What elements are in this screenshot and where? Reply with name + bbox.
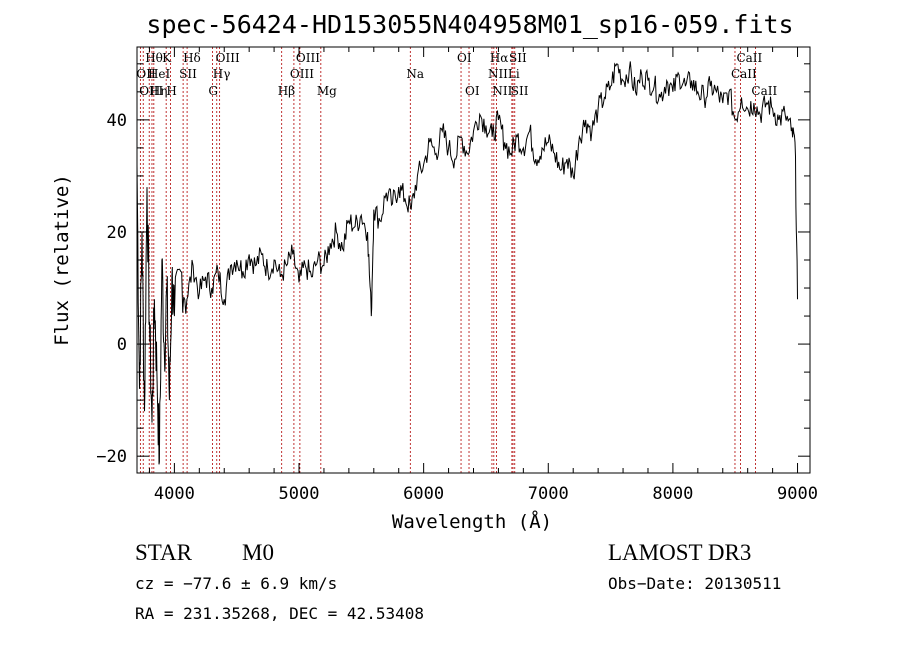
spectral-line-label: Hθ bbox=[145, 51, 163, 65]
spectral-line-label: CaII bbox=[751, 84, 777, 98]
spectral-line-label: SII bbox=[509, 51, 527, 65]
spectral-line-label: Li bbox=[508, 67, 520, 81]
spectral-line-label: CaII bbox=[731, 67, 757, 81]
spectral-line-label: Na bbox=[406, 67, 424, 81]
spectral-line-label: OI bbox=[457, 51, 472, 65]
spectral-line-label: Hη bbox=[150, 84, 168, 98]
x-tick-label: 7000 bbox=[528, 484, 569, 504]
spectral-line-label: Hα bbox=[490, 51, 509, 65]
x-tick-label: 9000 bbox=[777, 484, 818, 504]
spectral-line-label: NII bbox=[488, 67, 508, 81]
spectral-line-label: NII bbox=[492, 84, 512, 98]
spectral-line-label: Hβ bbox=[278, 84, 295, 98]
x-tick-label: 4000 bbox=[154, 484, 195, 504]
spectrum-series-line bbox=[136, 61, 798, 465]
spectral-line-label: CaII bbox=[736, 51, 762, 65]
object-type: STAR bbox=[135, 540, 193, 565]
axis-ticks: 4000 5000 6000 7000 8000 9000 −20 0 20 40 bbox=[96, 47, 818, 504]
x-tick-label: 6000 bbox=[403, 484, 444, 504]
redshift-readout: cz = −77.6 ± 6.9 km/s bbox=[135, 574, 337, 593]
spectral-line-label: HeI bbox=[148, 67, 171, 81]
spectral-line-label: OIII bbox=[216, 51, 240, 65]
spectral-line-label: Mg bbox=[317, 84, 337, 98]
x-tick-label: 8000 bbox=[652, 484, 693, 504]
spectral-line-label: K bbox=[162, 51, 172, 65]
y-tick-label: 20 bbox=[107, 223, 127, 243]
spectral-line-label: OIII bbox=[296, 51, 320, 65]
observation-date: Obs−Date: 20130511 bbox=[608, 574, 781, 593]
spectral-line-label: OII bbox=[136, 67, 156, 81]
survey-name: LAMOST DR3 bbox=[608, 540, 751, 565]
spectral-line-label: OIII bbox=[139, 84, 163, 98]
spectral-line-label: Hγ bbox=[213, 67, 231, 81]
spectral-line-label: OI bbox=[465, 84, 480, 98]
coordinates-readout: RA = 231.35268, DEC = 42.53408 bbox=[135, 604, 424, 623]
spectral-line-markers bbox=[139, 47, 756, 473]
spectral-line-label: Hδ bbox=[183, 51, 201, 65]
spectral-line-label: H bbox=[166, 84, 176, 98]
y-tick-label: 40 bbox=[107, 111, 127, 131]
y-tick-label: −20 bbox=[96, 447, 127, 467]
plot-frame bbox=[136, 46, 811, 474]
x-tick-label: 5000 bbox=[279, 484, 320, 504]
spectral-line-label: SII bbox=[179, 67, 197, 81]
spectral-line-label: OIII bbox=[290, 67, 314, 81]
object-subclass: M0 bbox=[242, 540, 274, 565]
y-tick-label: 0 bbox=[117, 335, 127, 355]
spectral-line-label: G bbox=[208, 84, 218, 98]
x-axis-title: Wavelength (Å) bbox=[392, 510, 552, 533]
chart-title: spec-56424-HD153055N404958M01_sp16-059.f… bbox=[146, 10, 793, 39]
y-axis-title: Flux (relative) bbox=[51, 174, 73, 346]
spectral-line-label: SII bbox=[511, 84, 529, 98]
